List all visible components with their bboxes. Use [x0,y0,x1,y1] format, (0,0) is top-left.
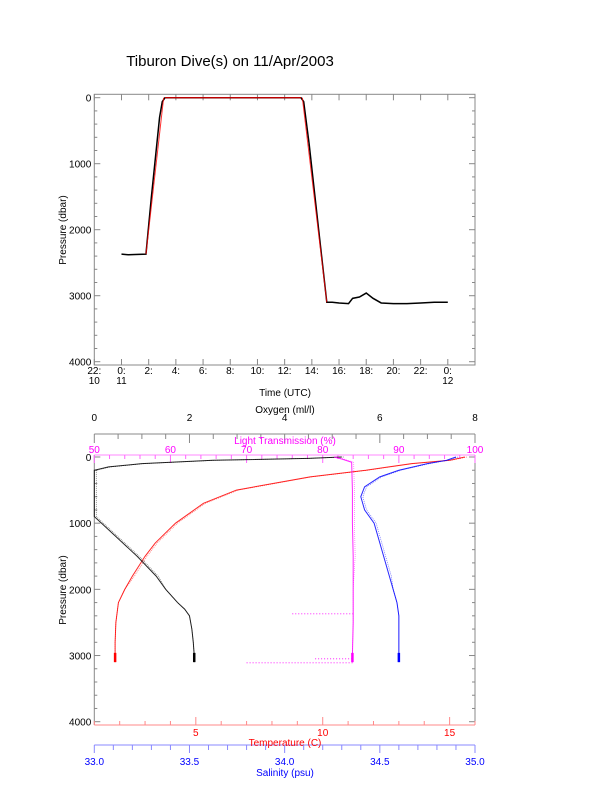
x-tick-label: 0: [444,366,452,377]
x-tick-label: 10: [251,366,265,377]
oxygen-tick-label: 4 [282,413,288,424]
x-tick-label-day: 12 [442,376,454,387]
light-tick-label: 90 [393,445,405,456]
oxygen-profile-2 [95,456,344,663]
y-tick-label: 1000 [69,519,92,530]
salinity-tick-label: 34.0 [275,757,295,768]
x-tick-label: 0: [117,366,125,377]
x-axis-label: Time (UTC) [259,388,311,399]
chart-title: Tiburon Dive(s) on 11/Apr/2003 [126,53,334,70]
light-tick-label: 100 [467,445,484,456]
light-tick-label: 60 [165,445,177,456]
oxygen-profile [93,456,342,663]
oxygen-tick-label: 6 [377,413,383,424]
light-tick-label: 50 [89,445,101,456]
ascent-descent-line [145,97,165,255]
y-tick-label: 0 [86,453,92,464]
temperature-tick-label: 5 [193,728,199,739]
temperature-profile [114,456,465,663]
light-axis-label: Light Transmission (%) [234,436,336,447]
salinity-profile [360,456,457,663]
plot-frame [93,93,476,366]
x-tick-label: 4: [172,366,180,377]
x-tick-label-day: 10 [89,376,101,387]
pressure-line [121,96,448,305]
temperature-tick-label: 15 [444,728,456,739]
y-axis-label: Pressure (dbar) [58,195,69,264]
y-tick-label: 4000 [69,358,92,369]
x-tick-label: 18: [359,366,373,377]
y-axis-label: Pressure (dbar) [58,555,69,624]
y-tick-label: 1000 [69,160,92,171]
salinity-tick-label: 33.5 [180,757,200,768]
light-profile [334,456,354,663]
oxygen-tick-label: 0 [92,413,98,424]
oxygen-axis-label: Oxygen (ml/l) [255,405,314,416]
salinity-tick-label: 34.5 [370,757,390,768]
salinity-tick-label: 35.0 [465,757,485,768]
x-tick-label: 22: [414,366,428,377]
profile-plot: 0 1000 2000 3000 4000 Pressure (dbar) 0 2 4 6 8 Oxy… [58,405,485,779]
x-tick-label: 16: [332,366,346,377]
x-tick-label: 2: [145,366,153,377]
x-tick-label: 14: [305,366,319,377]
light-tick-label: 70 [241,445,253,456]
salinity-tick-label: 33.0 [85,757,105,768]
y-tick-label: 2000 [69,585,92,596]
x-tick-label: 20: [386,366,400,377]
ascent-descent-line [301,97,328,303]
y-tick-label: 4000 [69,718,92,729]
y-tick-label: 3000 [69,292,92,303]
x-tick-label: 22: [87,366,101,377]
oxygen-tick-label: 8 [472,413,478,424]
y-tick-label: 0 [86,94,92,105]
x-tick-label: 6: [199,366,207,377]
oxygen-tick-label: 2 [187,413,193,424]
temperature-axis-label: Temperature (C) [249,738,322,749]
y-tick-label: 2000 [69,226,92,237]
x-tick-label: 8: [226,366,234,377]
x-tick-label: 12: [278,366,292,377]
salinity-profile-2 [362,456,459,663]
temperature-tick-label: 10 [317,728,329,739]
light-tick-label: 80 [317,445,329,456]
y-tick-label: 3000 [69,652,92,663]
x-tick-label-day: 11 [116,376,127,387]
temperature-profile-2 [114,456,467,663]
salinity-axis-label: Salinity (psu) [256,768,314,779]
